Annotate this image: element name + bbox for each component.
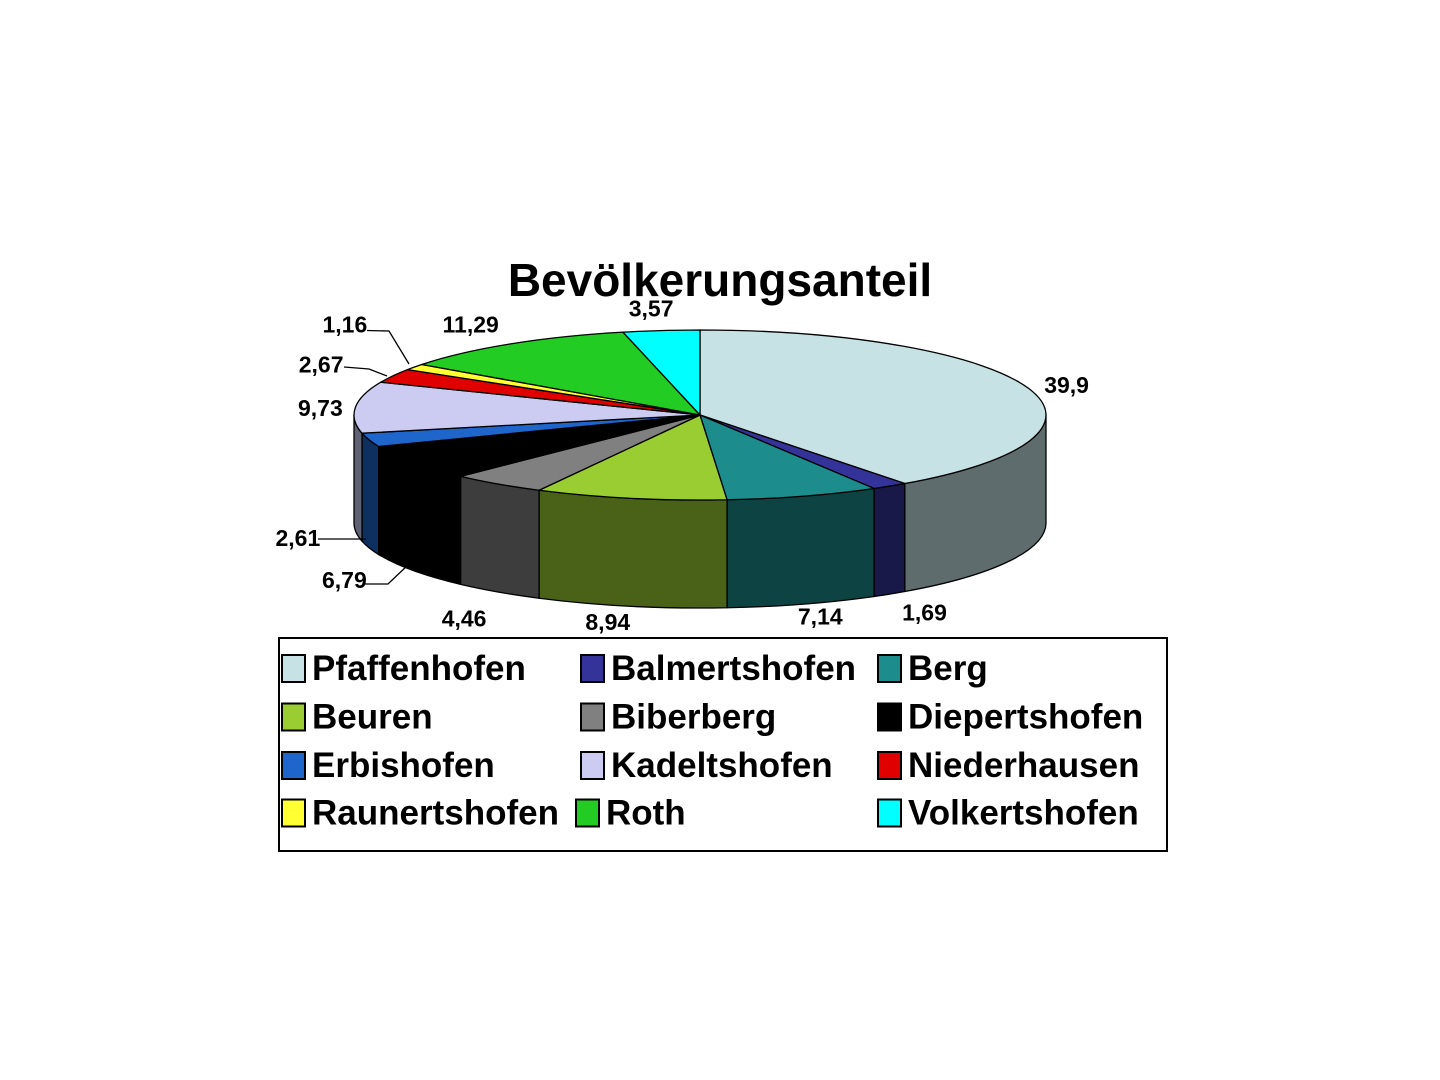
svg-text:2,67: 2,67 xyxy=(299,352,344,378)
svg-text:39,9: 39,9 xyxy=(1044,372,1089,398)
svg-text:Kadeltshofen: Kadeltshofen xyxy=(611,746,833,785)
svg-text:Pfaffenhofen: Pfaffenhofen xyxy=(312,649,526,688)
svg-text:Berg: Berg xyxy=(908,649,988,688)
svg-text:6,79: 6,79 xyxy=(322,567,367,593)
svg-text:Roth: Roth xyxy=(606,794,686,833)
svg-text:Diepertshofen: Diepertshofen xyxy=(908,698,1143,737)
svg-text:Biberberg: Biberberg xyxy=(611,698,776,737)
svg-text:Erbishofen: Erbishofen xyxy=(312,746,495,785)
svg-text:Balmertshofen: Balmertshofen xyxy=(611,649,856,688)
svg-text:Volkertshofen: Volkertshofen xyxy=(908,794,1139,833)
svg-text:Bevölkerungsanteil: Bevölkerungsanteil xyxy=(508,254,932,306)
svg-text:7,14: 7,14 xyxy=(798,604,843,630)
svg-text:2,61: 2,61 xyxy=(276,525,321,551)
svg-text:Beuren: Beuren xyxy=(312,698,433,737)
svg-text:3,57: 3,57 xyxy=(629,295,674,321)
svg-text:Niederhausen: Niederhausen xyxy=(908,746,1139,785)
svg-text:1,69: 1,69 xyxy=(902,599,947,625)
svg-text:9,73: 9,73 xyxy=(298,395,343,421)
svg-text:4,46: 4,46 xyxy=(442,606,487,632)
svg-text:8,94: 8,94 xyxy=(585,609,630,635)
svg-text:11,29: 11,29 xyxy=(443,312,499,338)
svg-text:1,16: 1,16 xyxy=(323,312,368,338)
svg-text:Raunertshofen: Raunertshofen xyxy=(312,794,559,833)
